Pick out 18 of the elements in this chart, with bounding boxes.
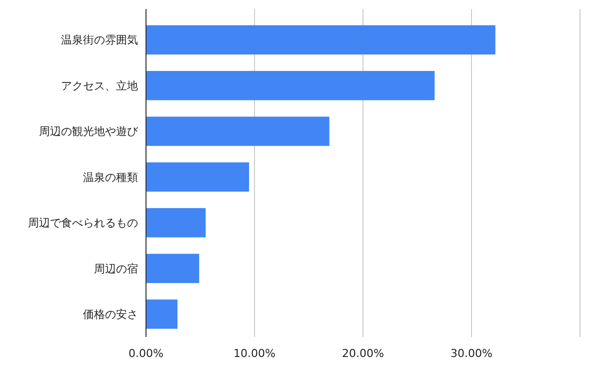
bar xyxy=(146,25,496,54)
y-tick-label: 価格の安さ xyxy=(83,308,138,321)
x-tick-label: 10.00% xyxy=(234,347,276,360)
x-tick-label: 0.00% xyxy=(128,347,164,360)
y-tick-label: 温泉の種類 xyxy=(83,170,138,184)
bar xyxy=(146,116,330,146)
y-tick-label: アクセス、立地 xyxy=(61,79,138,92)
y-tick-label: 周辺で食べられるもの xyxy=(28,216,138,230)
y-tick-label: 周辺の宿 xyxy=(94,262,138,276)
bar xyxy=(146,300,178,329)
bar xyxy=(146,70,435,100)
y-tick-label: 温泉街の雰囲気 xyxy=(61,34,138,47)
bar xyxy=(146,208,206,238)
bar xyxy=(146,162,250,192)
bar xyxy=(146,254,200,284)
y-tick-label: 周辺の観光地や遊び xyxy=(39,125,139,138)
x-tick-label: 30.00% xyxy=(450,347,492,360)
x-tick-label: 20.00% xyxy=(342,347,384,360)
